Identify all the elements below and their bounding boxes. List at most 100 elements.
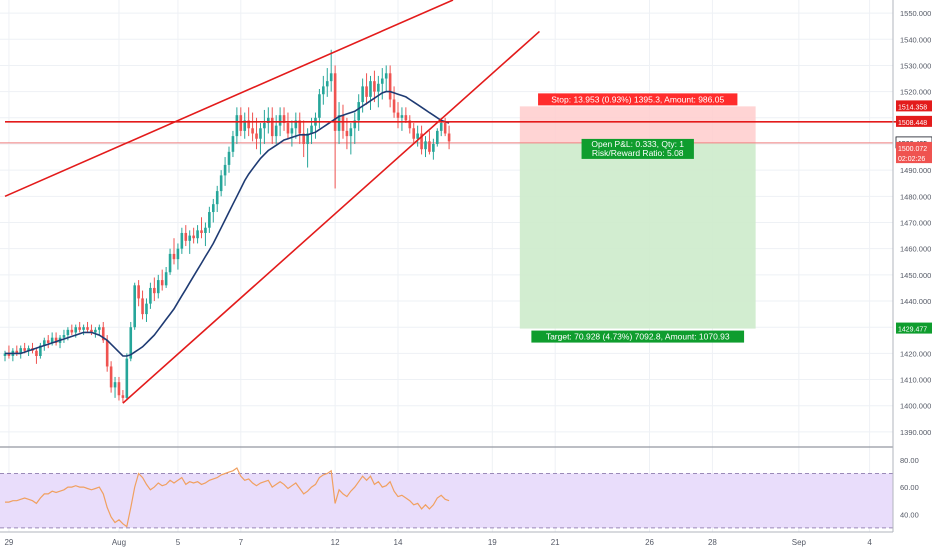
candle: [113, 376, 117, 398]
candle-body: [105, 340, 109, 367]
candle: [443, 117, 447, 137]
ratio-label-text: Risk/Reward Ratio: 5.08: [592, 148, 684, 158]
candle: [11, 348, 15, 362]
candle: [156, 274, 160, 299]
price-badge-text: 1514.358: [898, 104, 927, 111]
candle-body: [251, 128, 254, 134]
candle-body: [192, 235, 195, 239]
price-tick-label: 1470.000: [900, 219, 931, 228]
price-badge-text: 1508.448: [898, 120, 927, 127]
candle: [231, 130, 235, 158]
rsi-tick-label: 40.00: [900, 510, 919, 519]
candle-body: [62, 335, 66, 338]
candle-body: [208, 212, 211, 228]
candle: [62, 329, 66, 343]
candle: [267, 107, 270, 134]
candle-body: [133, 285, 136, 328]
gridlines: [0, 0, 932, 532]
candle: [424, 136, 427, 158]
candle-body: [141, 298, 144, 315]
candle-body: [353, 120, 357, 129]
candle: [345, 117, 349, 150]
price-badge: 1500.072: [896, 141, 932, 153]
price-tick-label: 1480.000: [900, 192, 931, 201]
trendline-drawings[interactable]: [4, 0, 917, 404]
candle-body: [235, 115, 239, 137]
candle: [447, 125, 451, 150]
candle-body: [43, 340, 46, 346]
candle-body: [380, 78, 384, 84]
candle-body: [184, 232, 188, 241]
candle-body: [117, 382, 121, 396]
price-tick-label: 1490.000: [900, 166, 931, 175]
candle-body: [19, 348, 23, 354]
stop-zone: [519, 106, 756, 143]
candle-body: [219, 175, 223, 192]
candle-body: [78, 327, 81, 330]
candle: [380, 68, 384, 100]
candle-body: [86, 327, 89, 330]
candle: [15, 345, 19, 356]
candle: [176, 243, 180, 270]
candle: [255, 117, 258, 150]
rsi-band: [0, 473, 893, 528]
stop-label-text: Stop: 13.953 (0.93%) 1395.3, Amount: 986…: [551, 94, 724, 104]
candle-body: [439, 123, 443, 131]
time-tick-label: 7: [239, 538, 244, 547]
price-badge-box: [896, 100, 932, 112]
candle-body: [333, 73, 337, 131]
candle-body: [404, 115, 408, 121]
candle-body: [180, 232, 184, 249]
candle-body: [318, 94, 321, 118]
pnl-label-text: Open P&L: 0.333, Qty: 1: [591, 139, 684, 149]
price-badge-box: [896, 115, 932, 127]
candle: [86, 321, 89, 333]
candle: [259, 123, 262, 155]
candle: [78, 321, 81, 333]
time-tick-label: 5: [176, 538, 181, 547]
candle-body: [400, 115, 404, 118]
candle-body: [361, 86, 364, 103]
candle: [314, 112, 317, 139]
time-tick-label: 29: [4, 538, 13, 547]
candle: [39, 342, 42, 359]
rsi-tick-label: 80.00: [900, 456, 919, 465]
candle: [188, 230, 192, 254]
candle-body: [66, 329, 70, 336]
candle-body: [341, 115, 345, 131]
candle-body: [357, 102, 360, 121]
candle: [133, 282, 136, 330]
candle: [436, 128, 439, 147]
candle: [141, 290, 144, 320]
candle: [3, 350, 7, 362]
candle: [184, 225, 188, 247]
time-tick-label: 4: [867, 538, 872, 547]
price-tick-label: 1530.000: [900, 61, 931, 70]
candle-body: [369, 81, 372, 97]
candle-body: [329, 73, 333, 82]
trendline: [4, 0, 454, 198]
candle-body: [15, 350, 19, 354]
candle-body: [392, 99, 396, 113]
price-tick-label: 1420.000: [900, 349, 931, 358]
candle: [432, 138, 435, 160]
candle-body: [377, 83, 380, 92]
candle-body: [23, 348, 26, 351]
price-tick-label: 1390.000: [900, 428, 931, 437]
candle-body: [70, 329, 74, 333]
candle-body: [74, 327, 78, 333]
candle: [101, 321, 105, 343]
stop-label: Stop: 13.953 (0.93%) 1395.3, Amount: 986…: [538, 93, 738, 106]
price-badge-box: [896, 141, 932, 153]
candle-body: [223, 164, 227, 176]
candle: [412, 123, 416, 144]
rsi-tick-label: 60.00: [900, 483, 919, 492]
rsi-pane: [0, 446, 893, 529]
candle-body: [337, 115, 341, 131]
long-position-tool[interactable]: [0, 106, 893, 329]
candle-body: [325, 81, 329, 87]
candle-body: [408, 120, 412, 129]
time-tick-label: 12: [331, 538, 340, 547]
